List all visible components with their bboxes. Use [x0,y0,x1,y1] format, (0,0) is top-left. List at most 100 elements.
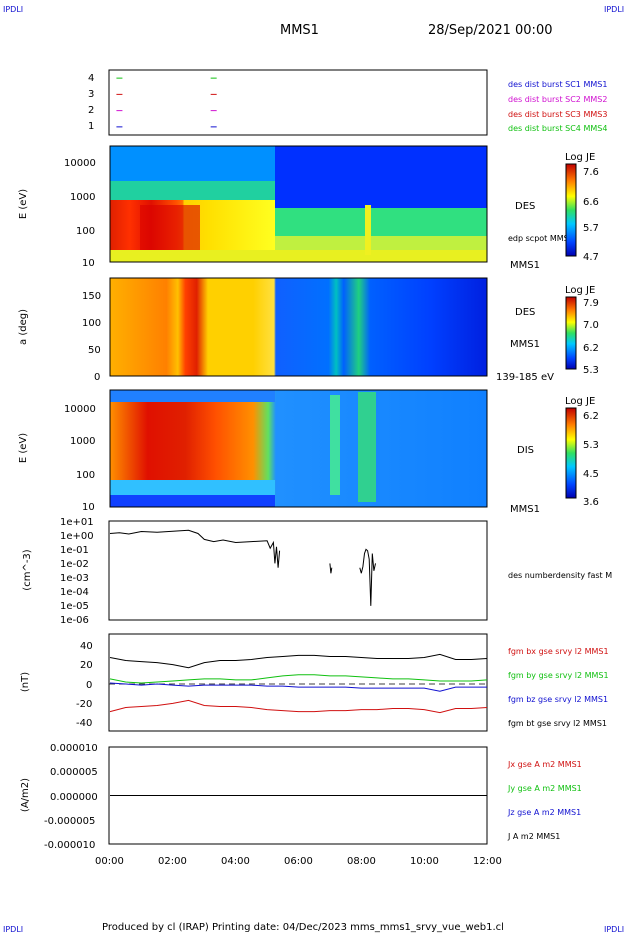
current-ytick: -0.000005 [44,816,95,827]
des-energy-colorbar-title: Log JE [565,152,595,163]
dis-energy-cb-tick: 3.6 [583,497,599,508]
current-panel: (A/m2) 0.000010 0.000005 0.000000 -0.000… [20,743,582,851]
bfield-series-line-1 [109,674,488,684]
time-tick: 12:00 [473,856,502,867]
density-ylabel: (cm^-3) [22,549,33,590]
dis-energy-ylabel: E (eV) [18,433,29,463]
density-ytick: 1e-02 [60,559,89,570]
des-pitch-ylabel: a (deg) [18,309,29,345]
current-ytick: 0.000000 [50,792,98,803]
dis-energy-instrument: DIS [517,445,534,456]
des-pitch-instrument: DES [515,307,535,318]
des-pitch-ytick: 50 [88,345,101,356]
burst-legend-2: des dist burst SC2 MMS2 [508,95,607,104]
footer-text: Produced by cl (IRAP) Printing date: 04/… [102,922,504,933]
time-tick: 10:00 [410,856,439,867]
burst-legend-1: des dist burst SC1 MMS1 [508,80,607,89]
des-pitch-cb-tick: 7.0 [583,320,599,331]
time-axis: 00:00 02:00 04:00 06:00 08:00 10:00 12:0… [95,856,502,867]
density-ytick: 1e-06 [60,615,89,626]
des-pitch-panel: a (deg) 150 100 50 0 DES MMS1 139-185 eV… [18,277,599,383]
dis-energy-cb-tick: 6.2 [583,411,599,422]
time-tick: 04:00 [221,856,250,867]
bfield-ytick: 0 [86,680,92,691]
burst-marks [116,77,217,128]
dis-energy-colorbar-title: Log JE [565,396,595,407]
time-tick: 02:00 [158,856,187,867]
bfield-legend-bz: fgm bz gse srvy l2 MMS1 [508,695,608,704]
des-energy-ytick: 10000 [64,158,96,169]
burst-ytick: 2 [88,105,94,116]
density-legend: des numberdensity fast M [508,571,612,580]
des-energy-colorbar [565,163,577,257]
density-ytick: 1e-05 [60,601,89,612]
dis-energy-cb-tick: 5.3 [583,440,599,451]
current-ylabel: (A/m2) [20,778,31,812]
des-energy-overlay: edp scpot MMS1 [508,234,574,243]
bfield-ytick: 40 [80,641,93,652]
des-energy-cb-tick: 5.7 [583,223,599,234]
corner-label-br: IPDLI [604,925,624,934]
des-pitch-spacecraft: MMS1 [510,339,540,350]
density-ytick: 1e-01 [60,545,89,556]
current-legend-jz: Jz gse A m2 MMS1 [507,808,581,817]
des-pitch-ytick: 0 [94,372,100,383]
des-pitch-ytick: 100 [82,318,101,329]
corner-label-bl: IPDLI [3,925,23,934]
corner-label-tl: IPDLI [3,5,23,14]
dis-energy-spacecraft: MMS1 [510,504,540,515]
bfield-series-line-3 [109,653,488,669]
density-lines [109,529,376,606]
des-energy-spacecraft: MMS1 [510,260,540,271]
burst-legend-3: des dist burst SC3 MMS3 [508,110,607,119]
bfield-legend-by: fgm by gse srvy l2 MMS1 [508,671,609,680]
des-energy-cb-tick: 6.6 [583,197,599,208]
des-energy-instrument: DES [515,201,535,212]
current-ytick: -0.000010 [44,840,95,851]
current-ytick: 0.000005 [50,767,98,778]
dis-energy-cb-tick: 4.5 [583,469,599,480]
burst-panel: 4 3 2 1 des dist burst SC1 MMS1 des dist… [88,69,607,136]
density-series-line-1 [329,563,333,574]
burst-ytick: 4 [88,73,94,84]
des-pitch-colorbar [565,296,577,370]
des-pitch-cb-tick: 7.9 [583,298,599,309]
des-energy-ytick: 1000 [70,192,95,203]
density-series-line-2 [359,548,376,606]
corner-label-tr: IPDLI [604,5,624,14]
des-pitch-cb-tick: 6.2 [583,343,599,354]
dis-energy-ytick: 1000 [70,436,95,447]
des-energy-ytick: 10 [82,258,95,269]
burst-ytick: 1 [88,121,94,132]
burst-ytick: 3 [88,89,94,100]
des-pitch-energy-range: 139-185 eV [496,372,554,383]
density-series-line-0 [109,529,281,568]
density-ytick: 1e+00 [60,531,94,542]
bfield-ytick: -40 [76,718,92,729]
burst-legend-4: des dist burst SC4 MMS4 [508,124,607,133]
bfield-ytick: -20 [76,699,92,710]
datetime-title: 28/Sep/2021 00:00 [428,23,552,38]
current-legend-jy: Jy gse A m2 MMS1 [507,784,582,793]
dis-energy-ytick: 10 [82,502,95,513]
bfield-ylabel: (nT) [20,672,31,692]
current-legend-j: J A m2 MMS1 [507,832,560,841]
dis-energy-colorbar [565,407,577,499]
spacecraft-title: MMS1 [280,23,319,38]
density-ytick: 1e-03 [60,573,89,584]
des-pitch-colorbar-title: Log JE [565,285,595,296]
time-tick: 08:00 [347,856,376,867]
bfield-series-line-0 [109,699,488,714]
bfield-lines [109,653,488,714]
time-tick: 00:00 [95,856,124,867]
density-ytick: 1e-04 [60,587,89,598]
des-energy-panel: E (eV) 10000 1000 100 10 DES edp scpot M… [18,145,599,271]
des-energy-ytick: 100 [76,226,95,237]
density-ytick: 1e+01 [60,517,94,528]
bfield-panel: (nT) 40 20 0 -20 -40 fgm bx gse srvy l2 … [20,633,609,732]
dis-energy-ytick: 100 [76,470,95,481]
bfield-legend-bx: fgm bx gse srvy l2 MMS1 [508,647,609,656]
bfield-legend-bt: fgm bt gse srvy l2 MMS1 [508,719,607,728]
current-legend-jx: Jx gse A m2 MMS1 [507,760,582,769]
